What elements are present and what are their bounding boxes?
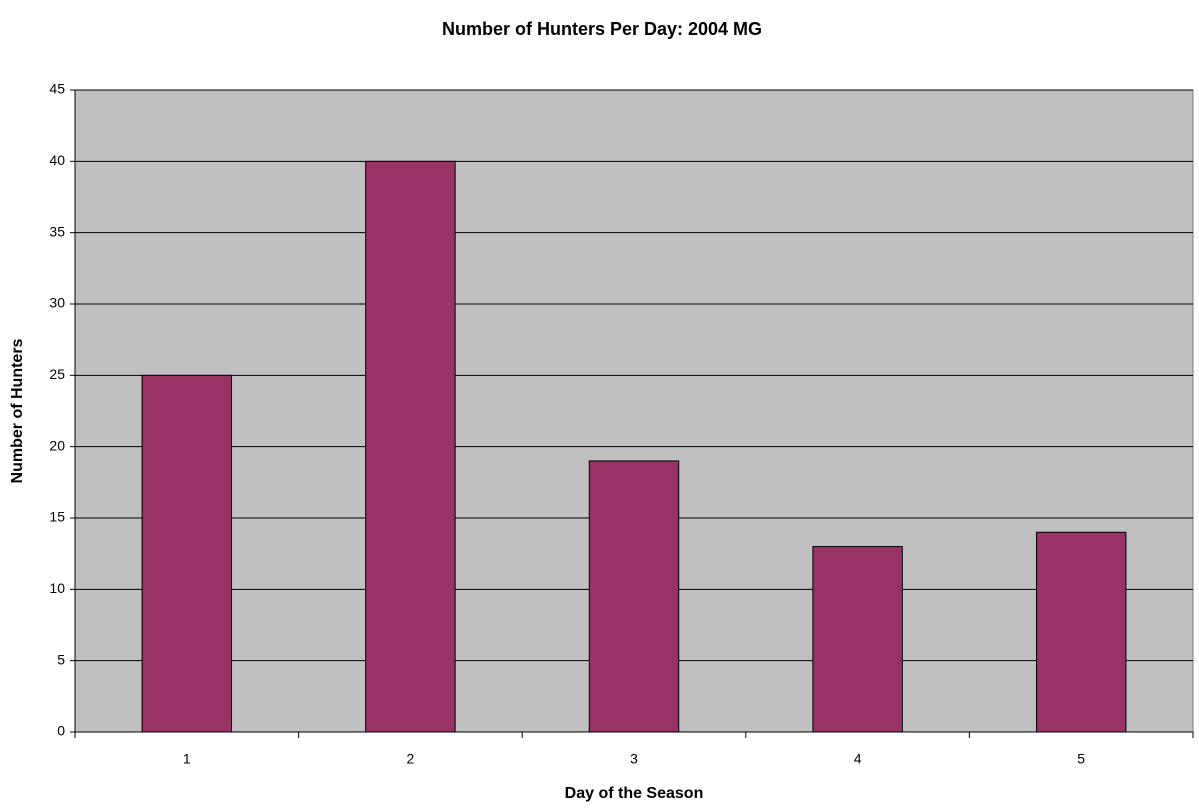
y-tick-label: 25 (49, 366, 65, 382)
y-tick-label: 35 (49, 223, 65, 239)
bar (141, 374, 233, 733)
y-tick-label: 0 (57, 723, 65, 739)
x-tick-label: 1 (183, 751, 191, 767)
bar (365, 160, 456, 733)
x-axis-title: Day of the Season (565, 785, 704, 802)
y-tick-label: 20 (49, 437, 65, 453)
chart-title: Number of Hunters Per Day: 2004 MG (442, 19, 762, 39)
x-tick-label: 4 (854, 751, 862, 767)
y-tick-label: 10 (49, 580, 65, 596)
y-axis-title: Number of Hunters (9, 338, 26, 483)
x-tick-label: 5 (1077, 751, 1085, 767)
y-tick-label: 30 (49, 295, 65, 311)
x-tick-label: 2 (407, 751, 415, 767)
y-tick-label: 15 (49, 509, 65, 525)
y-tick-label: 45 (49, 81, 65, 97)
bar (588, 460, 680, 733)
y-tick-label: 40 (49, 152, 65, 168)
y-tick-label: 5 (57, 651, 65, 667)
bar (1035, 531, 1127, 733)
x-tick-label: 3 (630, 751, 638, 767)
bar (812, 546, 903, 733)
